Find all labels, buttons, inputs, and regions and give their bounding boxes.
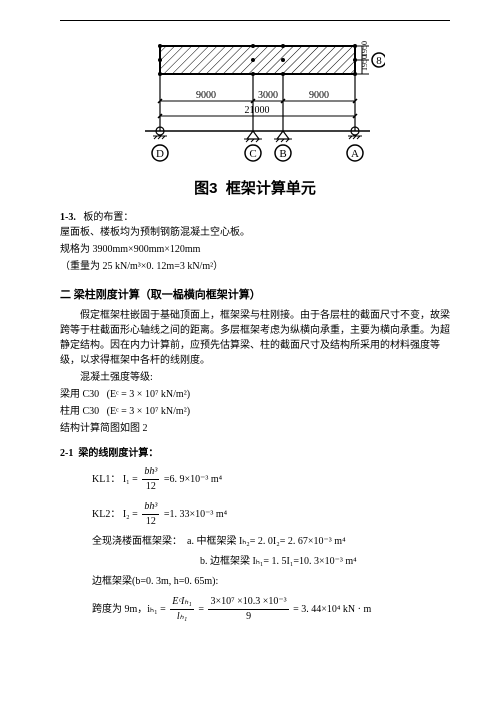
col-grade: 柱用 C30	[60, 406, 99, 417]
beam-grade: 梁用 C30	[60, 389, 99, 400]
section-1-3: 1-3. 板的布置： 屋面板、楼板均为预制钢筋混凝土空心板。 规格为 3900m…	[60, 208, 450, 274]
kl2-lhs: I₂ =	[123, 509, 138, 520]
kl1-formula: KL1： I₁ = bh³ 12 =6. 9×10⁻³ m⁴	[92, 465, 450, 494]
kl2-num: bh³	[144, 501, 157, 512]
figure-3: 1950 1950 8	[60, 36, 450, 171]
node-8-label: 8	[376, 55, 382, 67]
kl2-frac: bh³ 12	[142, 500, 159, 529]
span-den1: lₕ₁	[177, 611, 187, 622]
fig-num: 图3	[194, 180, 217, 197]
support-b-label: B	[279, 148, 286, 160]
span-num1: EᶜIₕ₁	[172, 596, 192, 607]
kl2-result: =1. 33×10⁻³ m⁴	[164, 509, 227, 520]
top-rule	[60, 20, 450, 21]
s2-para2: 混凝土强度等级:	[60, 370, 450, 385]
s21-num: 2-1	[60, 448, 73, 459]
s13-line1: 屋面板、楼板均为预制钢筋混凝土空心板。	[60, 225, 450, 240]
span-label: 跨度为 9m，iₕ₁ =	[92, 604, 166, 615]
span-frac1: EᶜIₕ₁ lₕ₁	[170, 595, 194, 624]
kl1-result: =6. 9×10⁻³ m⁴	[164, 474, 222, 485]
item-1-3-num: 1-3.	[60, 212, 76, 223]
s13-line3: （重量为 25 kN/m³×0. 12m=3 kN/m²）	[60, 259, 450, 274]
beam-diagram: 1950 1950 8	[125, 36, 385, 171]
kl2-formula: KL2： I₂ = bh³ 12 =1. 33×10⁻³ m⁴	[92, 500, 450, 529]
s2-para3: 结构计算简图如图 2	[60, 421, 450, 436]
cast-label: 全现浇楼面框架梁：	[92, 536, 182, 547]
s21-title: 梁的线刚度计算：	[78, 448, 158, 459]
s2-col: 柱用 C30 (Eᶜ = 3 × 10⁷ kN/m²)	[60, 404, 450, 419]
fig-title: 框架计算单元	[226, 180, 316, 197]
kl1-den: 12	[142, 480, 159, 494]
section-2-heading: 二 梁柱刚度计算（取一榀横向框架计算）	[60, 286, 450, 302]
span-den2: 9	[208, 610, 288, 624]
s13-line2: 规格为 3900mm×900mm×120mm	[60, 242, 450, 257]
kl1-label: KL1：	[92, 474, 120, 485]
kl2-den: 12	[142, 515, 159, 529]
support-c-label: C	[249, 148, 256, 160]
cast-b: b. 边框架梁 Iₕ₁= 1. 5I₁=10. 3×10⁻³ m⁴	[200, 556, 357, 567]
kl1-num: bh³	[144, 466, 157, 477]
span-formula: 跨度为 9m，iₕ₁ = EᶜIₕ₁ lₕ₁ = 3×10⁷ ×10.3 ×10…	[92, 595, 450, 624]
cast-b-row: b. 边框架梁 Iₕ₁= 1. 5I₁=10. 3×10⁻³ m⁴	[200, 555, 450, 569]
dim-21000: 21000	[245, 105, 270, 116]
span-result: = 3. 44×10⁴ kN · m	[293, 604, 371, 615]
dim-9000-right: 9000	[309, 90, 329, 101]
edge-beam-row: 边框架梁(b=0. 3m, h=0. 65m):	[92, 575, 450, 589]
beam-E: (Eᶜ = 3 × 10⁷ kN/m²)	[107, 389, 190, 400]
s2-beam: 梁用 C30 (Eᶜ = 3 × 10⁷ kN/m²)	[60, 387, 450, 402]
col-E: (Eᶜ = 3 × 10⁷ kN/m²)	[107, 406, 190, 417]
kl2-label: KL2：	[92, 509, 120, 520]
dim-9000-left: 9000	[196, 90, 216, 101]
dim-1950-top: 1950	[360, 41, 369, 57]
span-num2: 3×10⁷ ×10.3 ×10⁻³	[208, 595, 288, 610]
span-eq: =	[198, 604, 206, 615]
dim-3000: 3000	[258, 90, 278, 101]
support-a-label: A	[351, 148, 359, 160]
dim-1950-bot: 1950	[360, 55, 369, 71]
span-frac2: 3×10⁷ ×10.3 ×10⁻³ 9	[208, 595, 288, 624]
section-2-1: 2-1 梁的线刚度计算：	[60, 444, 450, 459]
figure-caption: 图3 框架计算单元	[60, 177, 450, 198]
kl1-frac: bh³ 12	[142, 465, 159, 494]
kl1-lhs: I₁ =	[123, 474, 138, 485]
cast-a: a. 中框架梁 Iₕ₂= 2. 0I₂= 2. 67×10⁻³ m⁴	[187, 536, 346, 547]
cast-row: 全现浇楼面框架梁： a. 中框架梁 Iₕ₂= 2. 0I₂= 2. 67×10⁻…	[92, 535, 450, 549]
item-1-3-title: 板的布置：	[83, 212, 133, 223]
s2-para1: 假定框架柱嵌固于基础顶面上，框架梁与柱刚接。由于各层柱的截面尺寸不变，故梁跨等于…	[60, 308, 450, 368]
support-d-label: D	[156, 148, 164, 160]
